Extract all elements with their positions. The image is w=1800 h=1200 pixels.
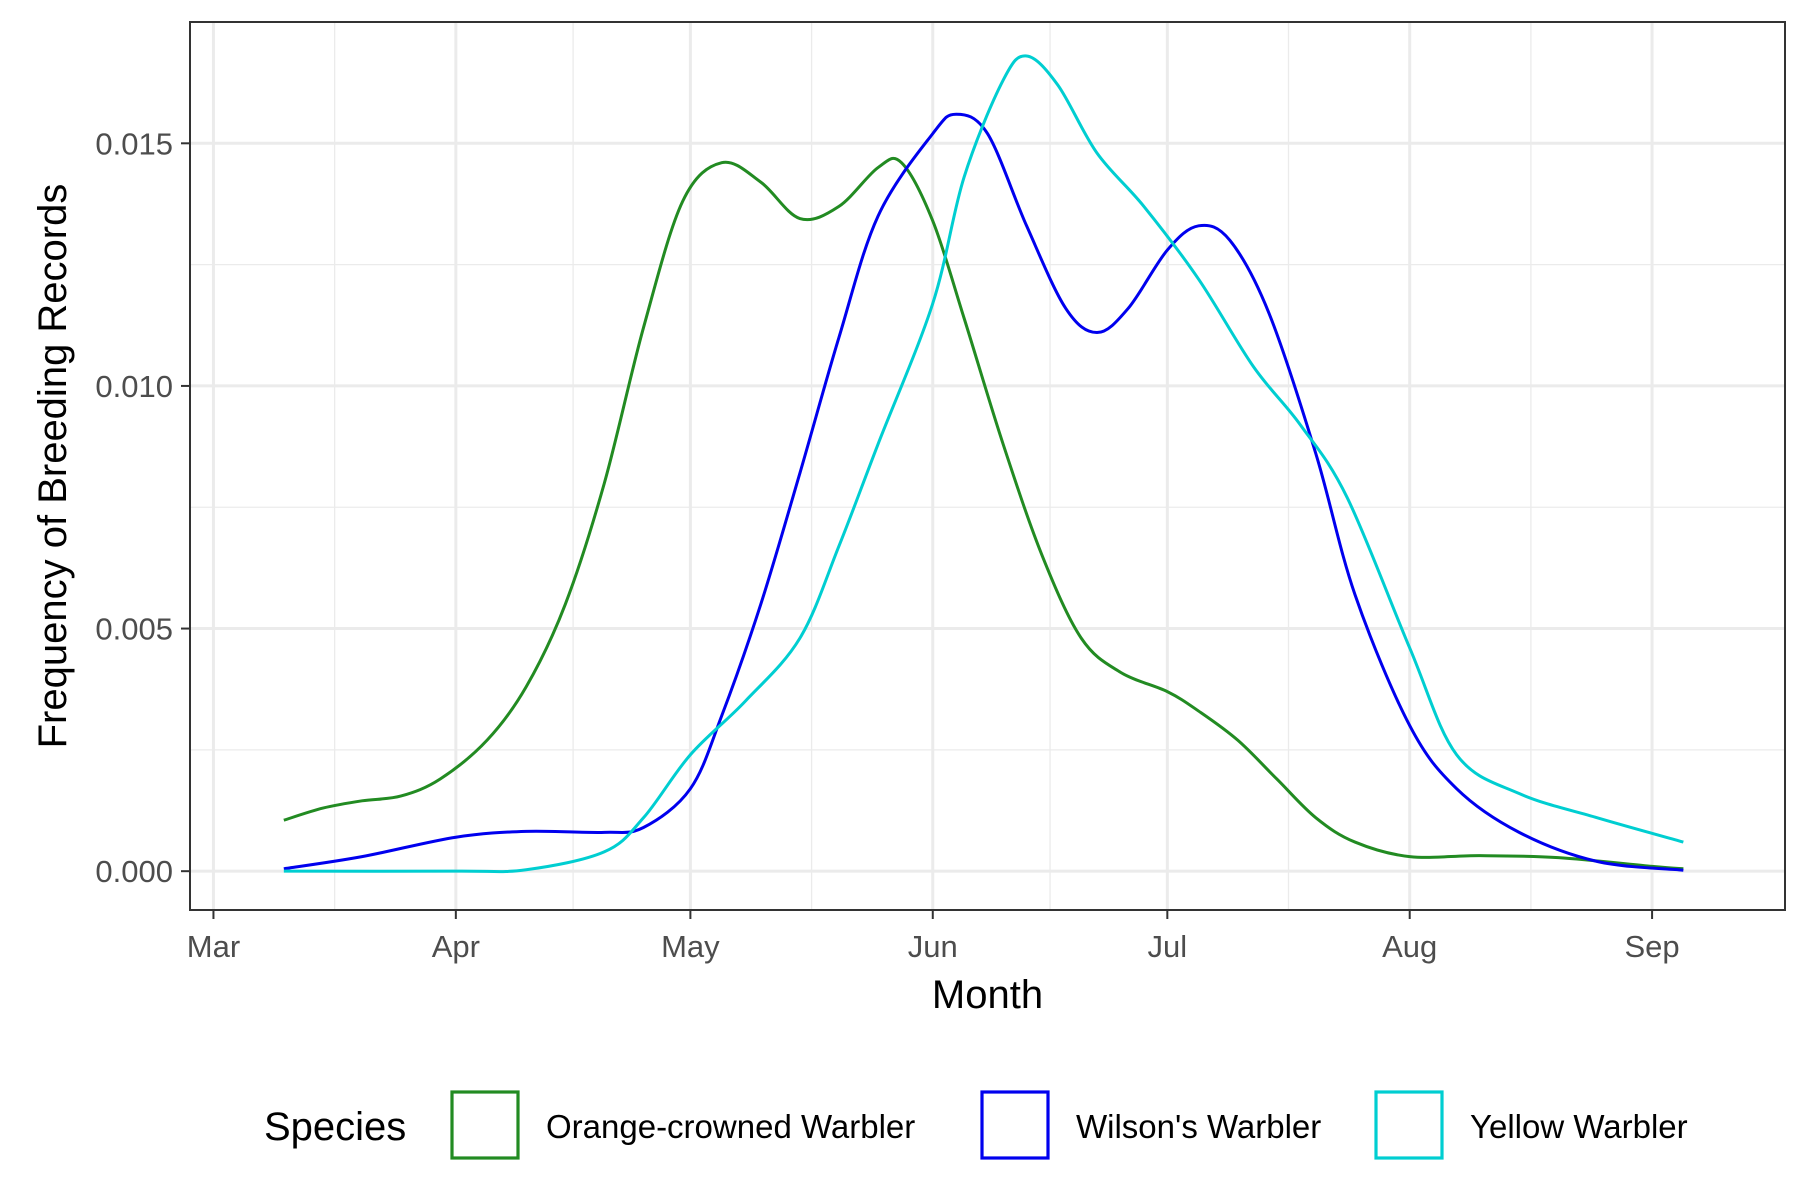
x-tick-label: Jun (908, 929, 958, 964)
plot-panel (190, 22, 1785, 910)
legend-label-1: Orange-crowned Warbler (546, 1108, 915, 1145)
y-tick-label: 0.000 (95, 854, 173, 889)
legend-label-3: Yellow Warbler (1470, 1108, 1688, 1145)
x-tick-label: Jul (1148, 929, 1188, 964)
legend: Species Orange-crowned Warbler Wilson's W… (264, 1090, 1688, 1160)
series-line-3 (283, 54, 1684, 874)
legend-title: Species (264, 1105, 406, 1149)
y-tick-label: 0.005 (95, 612, 173, 647)
grid-lines (190, 21, 1785, 910)
x-tick-label: Apr (432, 929, 480, 964)
x-tick-label: May (661, 929, 720, 964)
plot-border (189, 21, 1786, 911)
legend-label-2: Wilson's Warbler (1076, 1108, 1321, 1145)
y-tick-label: 0.010 (95, 369, 173, 404)
y-axis-title: Frequency of Breeding Records (31, 184, 75, 749)
x-tick-label: Aug (1382, 929, 1437, 964)
axes: Mar Apr May Jun Jul Aug Sep 0.000 0.005 0.010 0.01… (95, 126, 1679, 964)
legend-key-3 (1374, 1090, 1444, 1160)
series-line-1 (283, 156, 1684, 871)
series-lines (283, 54, 1684, 874)
legend-key-2 (980, 1090, 1050, 1160)
legend-key-1 (450, 1090, 520, 1160)
series-line-2 (283, 112, 1684, 872)
x-tick-label: Mar (187, 929, 240, 964)
y-tick-label: 0.015 (95, 126, 173, 161)
x-tick-label: Sep (1624, 929, 1679, 964)
x-axis-title: Month (932, 973, 1043, 1017)
